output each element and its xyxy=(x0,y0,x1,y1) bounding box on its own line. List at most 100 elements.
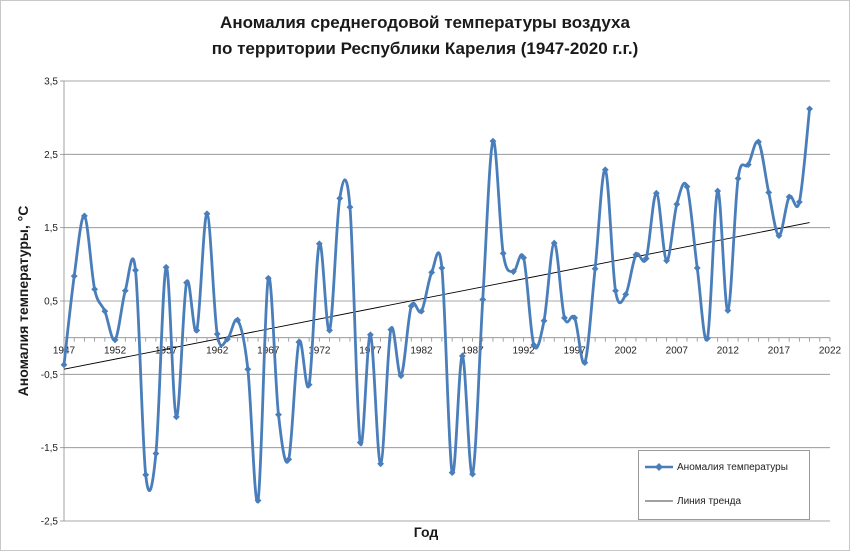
anomaly-point xyxy=(152,450,160,457)
legend-label-anomaly: Аномалия температуры xyxy=(677,461,788,473)
anomaly-point xyxy=(193,326,201,334)
y-tick-label: -0,5 xyxy=(41,370,59,381)
anomaly-point xyxy=(326,326,333,334)
anomaly-point xyxy=(530,341,538,349)
anomaly-point xyxy=(81,212,88,220)
anomaly-point xyxy=(448,469,456,476)
x-tick-label: 2022 xyxy=(819,346,842,357)
legend: Аномалия температуры Линия тренда xyxy=(638,450,810,520)
anomaly-point xyxy=(264,274,272,282)
x-tick-label: 2017 xyxy=(768,346,791,357)
x-axis-label: Год xyxy=(413,524,439,540)
anomaly-point xyxy=(663,257,670,265)
legend-item-anomaly: Аномалия температуры xyxy=(645,460,788,474)
y-tick-label: -1,5 xyxy=(41,443,59,454)
anomaly-point xyxy=(213,330,221,338)
anomaly-point xyxy=(295,338,303,346)
anomaly-point xyxy=(581,359,589,366)
anomaly-point xyxy=(367,331,374,339)
anomaly-point xyxy=(622,291,630,298)
anomaly-point xyxy=(499,249,507,257)
legend-label-trend: Линия тренда xyxy=(677,495,742,507)
anomaly-point xyxy=(91,285,99,293)
anomaly-point xyxy=(172,413,180,421)
anomaly-point xyxy=(377,460,385,468)
x-tick-label: 1977 xyxy=(359,346,382,357)
y-tick-label: 2,5 xyxy=(44,150,58,161)
anomaly-point xyxy=(520,254,527,262)
anomaly-point xyxy=(632,251,640,259)
x-tick-label: 1982 xyxy=(410,346,433,357)
anomaly-point xyxy=(101,307,109,315)
anomaly-point xyxy=(775,232,783,240)
anomaly-point xyxy=(509,268,517,276)
x-tick-label: 1997 xyxy=(564,346,587,357)
anomaly-point xyxy=(652,189,660,197)
anomaly-point xyxy=(121,287,129,295)
anomaly-point xyxy=(224,335,231,343)
anomaly-point xyxy=(203,210,211,218)
anomaly-point xyxy=(438,264,446,272)
legend-swatch-trend xyxy=(645,500,673,502)
anomaly-point xyxy=(356,439,364,446)
anomaly-point xyxy=(111,336,119,344)
anomaly-point xyxy=(469,470,476,478)
y-tick-label: 3,5 xyxy=(44,77,58,88)
anomaly-point xyxy=(418,307,425,315)
x-tick-label: 1992 xyxy=(512,346,535,357)
trend-line xyxy=(63,222,810,370)
x-tick-label: 2012 xyxy=(717,346,740,357)
anomaly-point xyxy=(315,240,323,248)
anomaly-point xyxy=(142,471,150,479)
anomaly-point xyxy=(795,198,803,206)
x-tick-label: 1987 xyxy=(461,346,484,357)
legend-swatch-anomaly xyxy=(645,463,673,471)
anomaly-point xyxy=(132,266,139,274)
anomaly-point xyxy=(724,307,732,314)
anomaly-point xyxy=(612,287,619,295)
anomaly-point xyxy=(458,352,466,360)
anomaly-point xyxy=(183,279,190,287)
anomaly-point xyxy=(285,456,293,463)
y-tick-label: -2,5 xyxy=(41,517,59,528)
anomaly-point xyxy=(806,105,813,113)
chart-title-line-1: Аномалия среднегодовой температуры возду… xyxy=(220,13,630,32)
anomaly-point xyxy=(234,316,242,324)
anomaly-point xyxy=(765,189,773,196)
anomaly-point xyxy=(254,497,262,504)
y-tick-label: 1,5 xyxy=(44,223,58,234)
anomaly-point xyxy=(275,411,282,419)
anomaly-point xyxy=(60,361,68,369)
anomaly-point xyxy=(305,381,313,388)
anomaly-point xyxy=(714,187,722,195)
y-tick-label: 0,5 xyxy=(44,297,58,308)
anomaly-point xyxy=(571,314,579,322)
anomaly-point xyxy=(479,296,487,303)
anomaly-point xyxy=(428,269,436,276)
x-tick-label: 2007 xyxy=(666,346,689,357)
legend-item-trend: Линия тренда xyxy=(645,494,741,508)
x-tick-label: 1967 xyxy=(257,346,280,357)
anomaly-point xyxy=(591,265,599,273)
anomaly-point xyxy=(397,372,405,380)
anomaly-point xyxy=(387,326,395,333)
anomaly-point xyxy=(162,263,170,271)
anomaly-point xyxy=(785,193,793,201)
anomaly-series-line xyxy=(62,108,811,504)
x-tick-label: 1957 xyxy=(155,346,178,357)
x-tick-label: 1952 xyxy=(104,346,127,357)
anomaly-point xyxy=(346,203,354,211)
anomaly-point xyxy=(734,175,742,182)
anomaly-point xyxy=(540,317,548,325)
anomaly-point xyxy=(601,166,609,174)
anomaly-point xyxy=(755,138,762,146)
anomaly-point xyxy=(407,302,415,310)
anomaly-point xyxy=(642,255,650,262)
y-axis-label: Аномалия температуры, °C xyxy=(15,205,31,397)
chart-title-line-2: по территории Республики Карелия (1947-2… xyxy=(211,39,639,58)
x-tick-label: 1972 xyxy=(308,346,331,357)
anomaly-point xyxy=(683,183,691,190)
anomaly-point xyxy=(489,137,497,145)
